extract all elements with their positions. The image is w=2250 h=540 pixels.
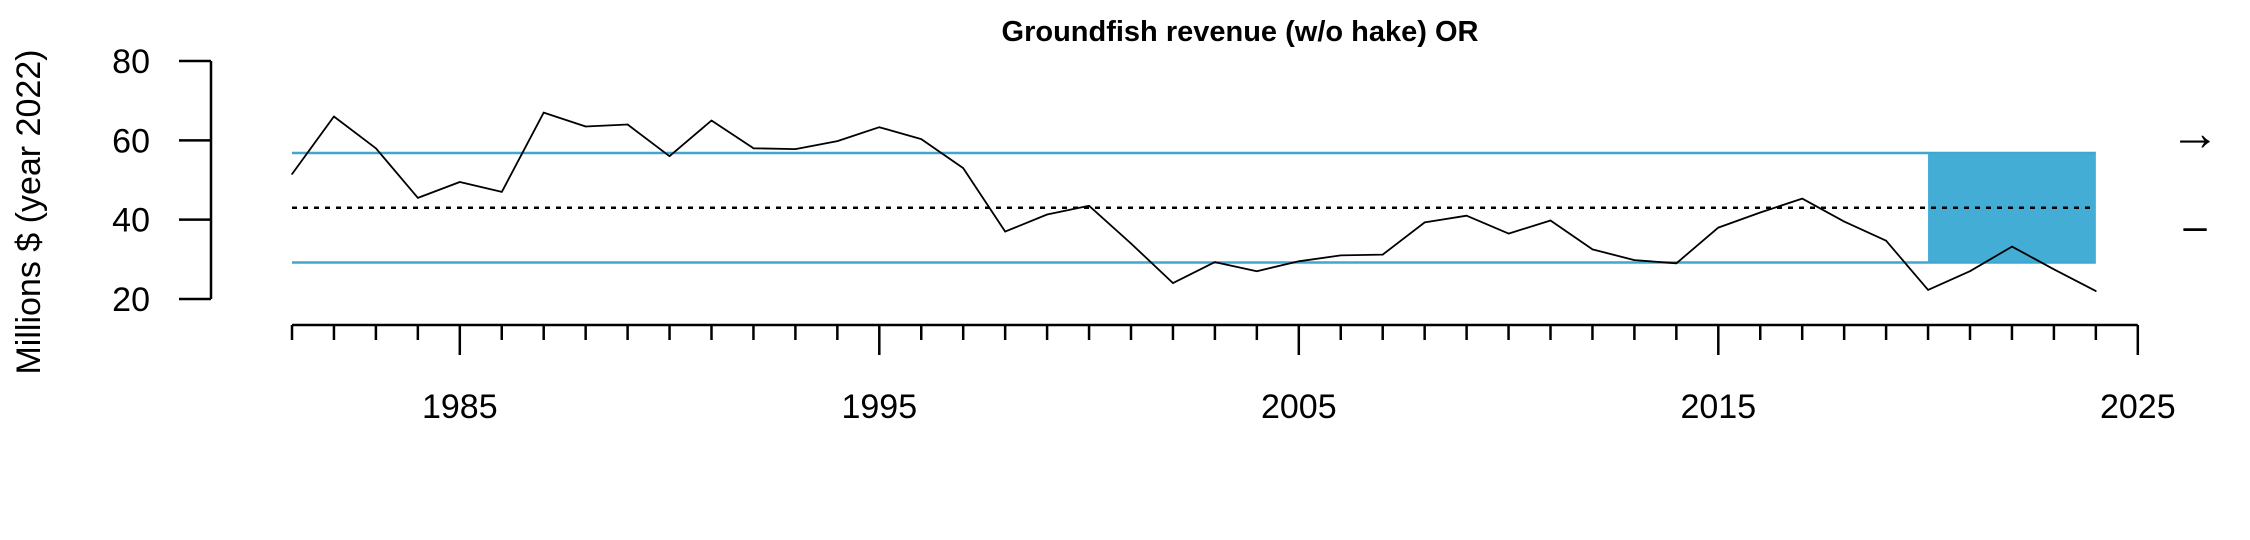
data-point [417, 197, 419, 199]
y-tick-label: 60 [112, 122, 150, 160]
data-point [1088, 204, 1090, 207]
data-point [2053, 268, 2055, 271]
data-point [584, 125, 587, 128]
data-point [794, 148, 797, 150]
data-point [878, 126, 881, 129]
x-tick-label: 1995 [841, 388, 917, 426]
x-tick-label: 1985 [422, 388, 498, 426]
data-point [836, 140, 839, 142]
y-axis-label: Millions $ (year 2022) [10, 49, 48, 374]
series-group [291, 111, 2097, 292]
y-axis: 20 40 60 80 [112, 43, 213, 319]
data-point [375, 147, 377, 150]
data-point [626, 123, 629, 126]
data-point [542, 111, 545, 114]
series-line-0 [291, 111, 2097, 292]
x-axis: 1985 1995 2005 2015 2025 [290, 323, 2176, 426]
trend-indicator: → [2170, 105, 2220, 161]
data-point [710, 119, 713, 122]
x-tick-label: 2005 [1261, 388, 1337, 426]
data-point [1969, 270, 1971, 273]
y-tick-label: 40 [112, 202, 150, 240]
data-point [1214, 261, 1216, 263]
chart-title: Groundfish revenue (w/o hake) OR [1002, 16, 1479, 48]
data-point [1256, 270, 1258, 273]
data-point [1717, 226, 1720, 229]
data-point [668, 155, 671, 157]
data-point [1675, 262, 1678, 265]
data-point [1465, 214, 1468, 217]
x-tick-label: 2025 [2100, 388, 2176, 426]
data-point [1549, 219, 1552, 222]
data-point [1004, 230, 1006, 233]
data-point [2095, 290, 2097, 292]
data-point [1172, 282, 1174, 284]
data-point [1046, 213, 1048, 216]
data-point [291, 173, 293, 175]
data-point [2011, 245, 2013, 248]
data-point [752, 147, 755, 150]
data-point [1843, 220, 1845, 223]
mean-status-indicator: – [2183, 202, 2207, 249]
data-point [1633, 259, 1636, 261]
data-point [1130, 242, 1132, 245]
data-point [1801, 197, 1803, 200]
data-point [459, 181, 461, 183]
data-point [1423, 221, 1426, 224]
data-point [1591, 248, 1594, 251]
data-point [333, 115, 335, 118]
data-point [1927, 289, 1929, 291]
data-point [920, 138, 923, 140]
data-point [1885, 239, 1887, 242]
data-point [1339, 254, 1342, 257]
x-tick-label: 2015 [1680, 388, 1756, 426]
data-point [1507, 232, 1510, 235]
data-point [1298, 260, 1300, 263]
y-tick-label: 80 [112, 43, 150, 81]
data-point [962, 167, 964, 169]
data-point [1381, 253, 1384, 256]
y-tick-label: 20 [112, 281, 150, 319]
data-point [500, 191, 503, 193]
data-point [1759, 211, 1762, 214]
